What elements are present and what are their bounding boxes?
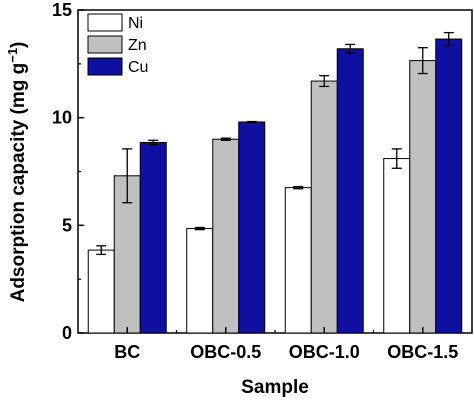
- x-tick-label-3: OBC-1.5: [387, 342, 458, 362]
- y-tick-label-2: 10: [52, 108, 72, 128]
- bar-ni-1: [186, 228, 214, 334]
- legend-label-ni: Ni: [128, 15, 143, 32]
- bar-ni-2: [284, 187, 312, 334]
- bar-zn-1: [212, 138, 240, 334]
- y-tick-label-3: 15: [52, 0, 72, 20]
- bar-cu-1: [238, 121, 266, 334]
- bar-zn-2: [310, 80, 338, 334]
- y-axis-title-close: ): [8, 42, 29, 48]
- legend-swatch-cu: [87, 57, 123, 76]
- legend-label-zn: Zn: [128, 37, 147, 54]
- bar-ni-3: [383, 158, 411, 334]
- bar-zn-3: [409, 60, 437, 334]
- x-tick-label-1: OBC-0.5: [190, 342, 261, 362]
- x-axis: BC OBC-0.5 OBC-1.0 OBC-1.5: [114, 327, 458, 362]
- bar-ni-0: [87, 249, 115, 334]
- y-tick-label-1: 5: [62, 215, 72, 235]
- legend-swatch-zn: [87, 35, 123, 54]
- x-tick-label-2: OBC-1.0: [289, 342, 360, 362]
- y-axis-title: Adsorption capacity (mg g−1): [5, 42, 29, 303]
- y-axis-title-main: Adsorption capacity (mg g: [8, 63, 29, 303]
- error-bars-group: [96, 31, 454, 256]
- y-axis: 0 5 10 15: [52, 0, 84, 343]
- legend-label-cu: Cu: [128, 59, 148, 76]
- x-tick-label-0: BC: [114, 342, 140, 362]
- bar-cu-2: [336, 48, 364, 334]
- legend-swatch-ni: [87, 13, 123, 32]
- bar-cu-3: [435, 38, 463, 334]
- bar-cu-0: [139, 141, 167, 334]
- x-axis-title: Sample: [241, 377, 309, 398]
- bars-group: [87, 38, 463, 334]
- y-axis-title-superscript: −1: [5, 48, 20, 63]
- y-tick-label-0: 0: [62, 323, 72, 343]
- legend: Ni Zn Cu: [87, 13, 148, 76]
